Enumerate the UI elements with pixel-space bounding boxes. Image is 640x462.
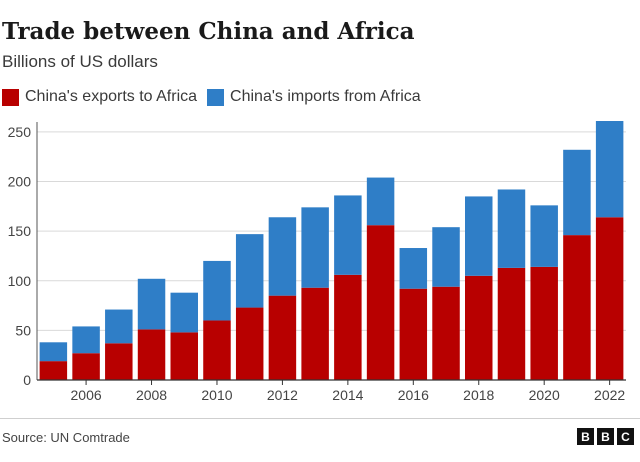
bar-imports bbox=[301, 207, 329, 288]
y-tick-label: 100 bbox=[8, 273, 32, 289]
bar-imports bbox=[465, 196, 493, 276]
bar-exports bbox=[595, 217, 624, 380]
bar-imports bbox=[432, 227, 460, 287]
y-tick-label: 50 bbox=[15, 322, 31, 338]
bar-exports bbox=[268, 295, 297, 380]
bar-exports bbox=[203, 320, 231, 380]
chart-subtitle: Billions of US dollars bbox=[2, 52, 158, 71]
bar-imports bbox=[334, 195, 362, 275]
bar-exports bbox=[170, 332, 198, 380]
bar-exports bbox=[235, 307, 264, 380]
legend-swatch-imports bbox=[207, 88, 225, 106]
footer-divider bbox=[0, 418, 640, 419]
bar-imports bbox=[235, 234, 264, 308]
chart-title: Trade between China and Africa bbox=[2, 18, 415, 45]
bar-exports bbox=[137, 329, 166, 380]
x-tick-label: 2008 bbox=[136, 387, 167, 403]
legend-swatch-exports bbox=[2, 88, 19, 106]
bar-exports bbox=[301, 287, 329, 380]
bar-imports bbox=[366, 177, 395, 226]
bar-exports bbox=[530, 266, 558, 380]
x-tick-label: 2020 bbox=[529, 387, 560, 403]
source-note: Source: UN Comtrade bbox=[2, 430, 130, 445]
bar-imports bbox=[268, 217, 297, 296]
y-tick-label: 250 bbox=[8, 124, 32, 140]
x-tick-label: 2022 bbox=[594, 387, 625, 403]
bar-imports bbox=[563, 149, 591, 236]
bar-imports bbox=[203, 260, 231, 321]
bar-exports bbox=[563, 235, 591, 380]
y-tick-label: 0 bbox=[23, 372, 31, 388]
bar-exports bbox=[497, 267, 526, 380]
bar-imports bbox=[497, 189, 526, 268]
bar-imports bbox=[399, 248, 428, 289]
y-tick-label: 150 bbox=[8, 223, 32, 239]
bar-imports bbox=[39, 342, 68, 362]
x-tick-label: 2014 bbox=[332, 387, 363, 403]
bar-exports bbox=[105, 343, 133, 380]
logo-block: B bbox=[577, 428, 594, 445]
logo-block: C bbox=[617, 428, 634, 445]
y-tick-label: 200 bbox=[8, 174, 32, 190]
x-tick-label: 2006 bbox=[71, 387, 102, 403]
bar-imports bbox=[170, 292, 198, 333]
bar-exports bbox=[334, 274, 362, 380]
logo-block: B bbox=[597, 428, 614, 445]
bar-exports bbox=[72, 353, 100, 380]
legend: China's exports to Africa China's import… bbox=[2, 87, 431, 107]
bar-imports bbox=[72, 326, 100, 354]
bar-exports bbox=[39, 361, 68, 380]
bar-exports bbox=[432, 286, 460, 380]
stacked-bar-chart: 0 50 100 150 200 250 2006 2008 2010 2012 2014 2016 2… bbox=[8, 121, 626, 403]
bar-imports bbox=[105, 309, 133, 344]
x-tick-label: 2012 bbox=[267, 387, 298, 403]
bar-exports bbox=[366, 225, 395, 380]
bbc-logo: B B C bbox=[577, 428, 634, 445]
legend-item-exports: China's exports to Africa bbox=[2, 88, 197, 106]
legend-label-exports: China's exports to Africa bbox=[25, 88, 198, 105]
bar-exports bbox=[399, 288, 428, 380]
bar-imports bbox=[530, 205, 558, 267]
legend-item-imports: China's imports from Africa bbox=[207, 88, 421, 106]
x-tick-label: 2010 bbox=[201, 387, 232, 403]
bar-imports bbox=[595, 121, 624, 218]
bar-imports bbox=[137, 278, 166, 330]
x-tick-label: 2016 bbox=[398, 387, 429, 403]
legend-label-imports: China's imports from Africa bbox=[230, 88, 421, 105]
x-tick-label: 2018 bbox=[463, 387, 494, 403]
bar-exports bbox=[465, 275, 493, 380]
